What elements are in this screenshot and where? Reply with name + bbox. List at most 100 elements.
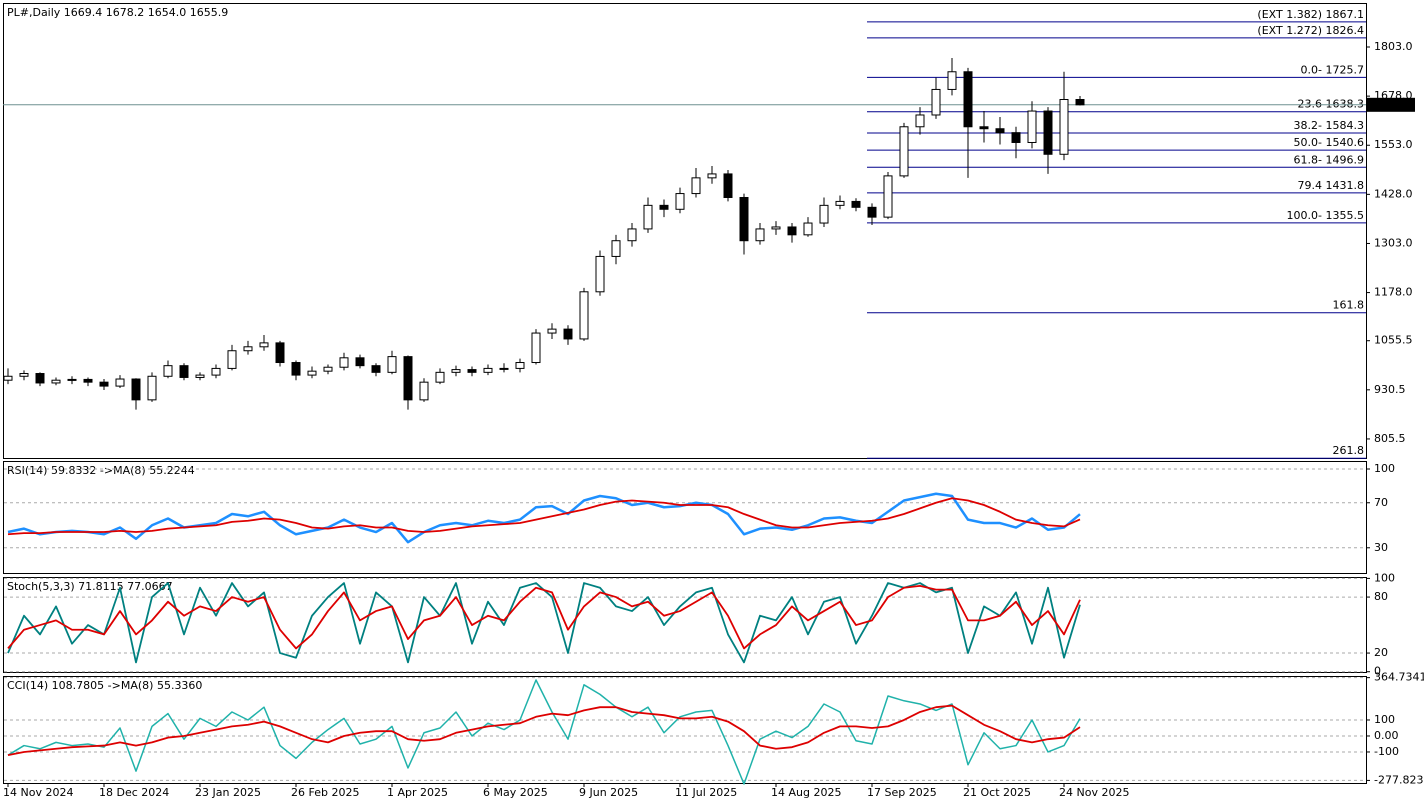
y-tick-label: 20 <box>1374 646 1388 659</box>
fib-label: 61.8- 1496.9 <box>1294 153 1364 166</box>
x-tick-label: 11 Jul 2025 <box>675 786 737 799</box>
candle-body <box>211 367 221 376</box>
y-tick-label: 0.00 <box>1374 729 1399 742</box>
candle-body <box>1011 132 1021 143</box>
candle-body <box>99 381 109 387</box>
candle-body <box>435 371 445 383</box>
candle-body <box>627 228 637 242</box>
candle-body <box>67 378 77 381</box>
y-tick-label: 1428.0 <box>1374 187 1413 200</box>
y-tick-label: 805.5 <box>1374 432 1406 445</box>
candle-body <box>1027 110 1037 143</box>
candle-body <box>995 128 1005 134</box>
candle-body <box>915 114 925 128</box>
price-box <box>1367 97 1415 112</box>
candle-body <box>659 204 669 210</box>
x-tick-label: 18 Dec 2024 <box>99 786 169 799</box>
candle-body <box>387 356 397 373</box>
y-tick-label: 100 <box>1374 713 1395 726</box>
candle-body <box>243 346 253 352</box>
candle-body <box>115 378 125 387</box>
x-tick-label: 17 Sep 2025 <box>867 786 937 799</box>
fib-label: 161.8 <box>1333 299 1365 312</box>
y-tick-label: 100 <box>1374 462 1395 475</box>
candle-body <box>835 200 845 206</box>
candle-body <box>339 357 349 368</box>
candle-body <box>227 350 237 369</box>
fib-label: 100.0- 1355.5 <box>1287 209 1364 222</box>
candle-body <box>803 222 813 236</box>
candle-body <box>819 204 829 224</box>
candle-body <box>307 370 317 376</box>
candle-body <box>563 328 573 340</box>
candle-body <box>643 204 653 230</box>
rsi-frame <box>3 461 1367 574</box>
candle-body <box>483 367 493 373</box>
candle-body <box>147 375 157 401</box>
x-tick-label: 21 Oct 2025 <box>963 786 1031 799</box>
y-tick-label: 70 <box>1374 496 1388 509</box>
price-box-label: 1655.9 <box>1372 98 1411 111</box>
candle-body <box>531 332 541 364</box>
candle-body <box>403 356 413 401</box>
candle-body <box>499 367 509 370</box>
candle-body <box>51 379 61 384</box>
candle-body <box>451 369 461 373</box>
candle-body <box>83 378 93 383</box>
fib-label: 38.2- 1584.3 <box>1294 119 1364 132</box>
candle-body <box>467 369 477 373</box>
x-tick-label: 1 Apr 2025 <box>387 786 448 799</box>
fib-label: 261.8 <box>1333 444 1365 457</box>
candle-body <box>851 200 861 208</box>
candle-body <box>723 173 733 198</box>
y-tick-label: 1178.0 <box>1374 286 1413 299</box>
fib-label: (EXT 1.272) 1826.4 <box>1257 24 1364 37</box>
candle-body <box>195 374 205 378</box>
x-tick-label: 14 Nov 2024 <box>3 786 73 799</box>
candle-body <box>579 291 589 340</box>
candle-body <box>291 362 301 376</box>
x-tick-label: 9 Jun 2025 <box>579 786 638 799</box>
y-tick-label: 364.7341 <box>1374 671 1424 684</box>
candle-body <box>1043 110 1053 155</box>
y-tick-label: 1055.5 <box>1374 334 1413 347</box>
y-tick-label: 1553.0 <box>1374 138 1413 151</box>
panel-title: PL#,Daily 1669.4 1678.2 1654.0 1655.9 <box>7 6 228 19</box>
y-tick-label: 1303.0 <box>1374 236 1413 249</box>
candle-body <box>163 365 173 377</box>
candle-body <box>515 362 525 369</box>
cci-frame <box>3 676 1367 784</box>
x-tick-label: 24 Nov 2025 <box>1059 786 1129 799</box>
y-tick-label: 1803.0 <box>1374 40 1413 53</box>
candle-body <box>371 365 381 373</box>
candle-body <box>3 375 13 381</box>
candle-body <box>547 328 557 334</box>
candle-body <box>1075 99 1085 106</box>
candle-body <box>419 381 429 401</box>
candle-body <box>355 357 365 367</box>
candle-body <box>867 206 877 218</box>
fib-label: 23.6 1638.3 <box>1298 98 1364 111</box>
candle-body <box>179 365 189 378</box>
x-tick-label: 26 Feb 2025 <box>291 786 359 799</box>
candle-body <box>259 342 269 348</box>
candle-body <box>691 177 701 195</box>
x-tick-label: 14 Aug 2025 <box>771 786 841 799</box>
fib-label: 50.0- 1540.6 <box>1294 136 1364 149</box>
y-tick-label: 30 <box>1374 541 1388 554</box>
stoch-frame <box>3 577 1367 673</box>
fib-label: 79.4 1431.8 <box>1298 179 1364 192</box>
main-frame <box>3 3 1367 459</box>
indicator-line <box>7 704 1081 757</box>
y-tick-label: -277.8233 <box>1374 773 1424 786</box>
candle-body <box>595 255 605 293</box>
indicator-line <box>7 584 1081 650</box>
candle-body <box>707 173 717 179</box>
candle-body <box>755 228 765 242</box>
panel-title: RSI(14) 59.8332 ->MA(8) 55.2244 <box>7 464 195 477</box>
indicator-line <box>7 497 1081 536</box>
x-tick-label: 23 Jan 2025 <box>195 786 261 799</box>
